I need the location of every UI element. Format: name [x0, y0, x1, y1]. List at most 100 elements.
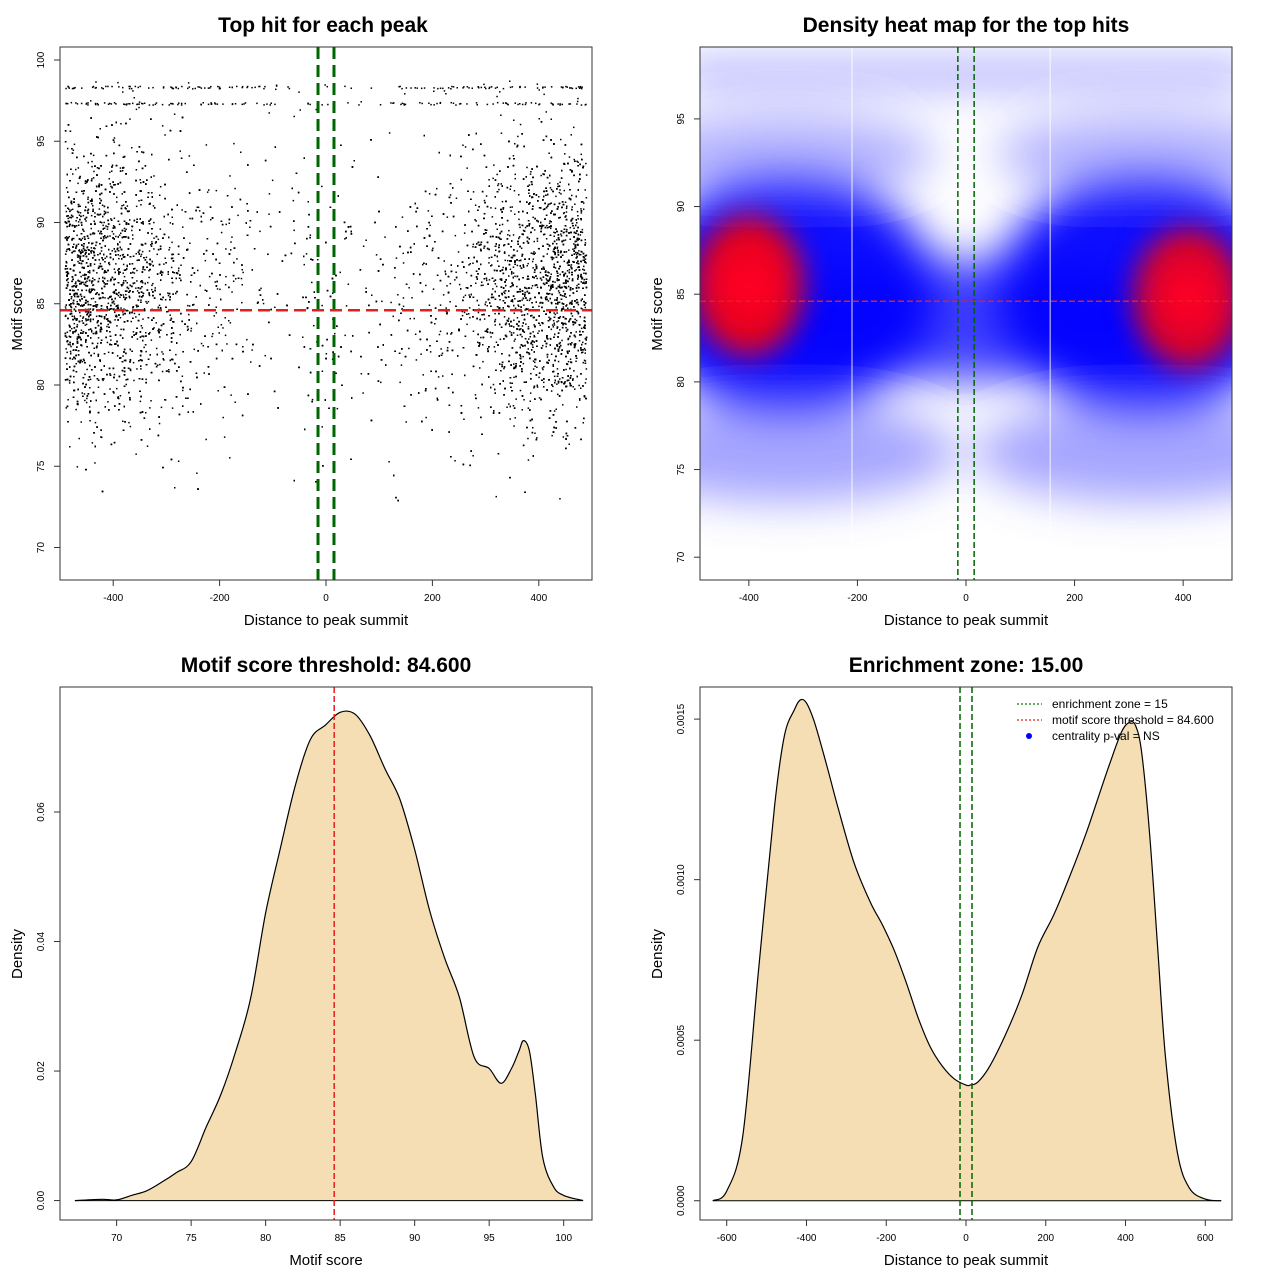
- scatter-point: [516, 264, 519, 267]
- scatter-point: [532, 258, 535, 260]
- scatter-point: [520, 247, 523, 249]
- scatter-point: [73, 294, 75, 296]
- scatter-point: [196, 472, 198, 474]
- scatter-point: [98, 259, 100, 261]
- scatter-point: [520, 328, 522, 330]
- scatter-point: [503, 367, 505, 370]
- scatter-point: [107, 211, 109, 214]
- scatter-point: [181, 375, 184, 377]
- scatter-point: [149, 407, 151, 409]
- scatter-point: [575, 331, 577, 333]
- scatter-point: [123, 359, 126, 362]
- scatter-point: [530, 287, 533, 289]
- scatter-point: [66, 147, 69, 150]
- scatter-point: [565, 215, 567, 217]
- scatter-point: [251, 349, 253, 351]
- scatter-point: [89, 288, 91, 290]
- scatter-point: [528, 184, 531, 186]
- scatter-point: [268, 193, 271, 195]
- scatter-point: [129, 369, 132, 372]
- scatter-point: [66, 239, 68, 242]
- scatter-point: [101, 204, 104, 206]
- scatter-point: [230, 241, 232, 243]
- scatter-point: [153, 327, 155, 329]
- scatter-point: [570, 220, 572, 222]
- scatter-point: [560, 235, 563, 237]
- scatter-point: [344, 334, 346, 337]
- scatter-point: [567, 285, 570, 288]
- scatter-point: [397, 294, 399, 296]
- scatter-point: [475, 220, 477, 222]
- scatter-point: [151, 232, 153, 235]
- scatter-point: [571, 194, 573, 197]
- scatter-point: [120, 284, 123, 286]
- scatter-point: [512, 234, 515, 236]
- scatter-point: [496, 260, 499, 262]
- scatter-point: [85, 318, 87, 320]
- scatter-point: [375, 254, 378, 256]
- scatter-point: [105, 225, 107, 227]
- scatter-point: [68, 335, 71, 338]
- scatter-point: [583, 272, 585, 274]
- scatter-point: [531, 344, 534, 346]
- scatter-point: [85, 289, 88, 292]
- scatter-point: [583, 359, 586, 362]
- scatter-point: [527, 348, 529, 350]
- scatter-point: [317, 258, 319, 261]
- scatter-point: [321, 185, 323, 188]
- scatter-point: [521, 255, 523, 257]
- scatter-point: [100, 250, 103, 252]
- scatter-point: [153, 237, 155, 239]
- scatter-point: [504, 292, 506, 295]
- scatter-point: [402, 252, 404, 255]
- scatter-point: [468, 294, 470, 296]
- scatter-point: [512, 266, 515, 268]
- scatter-point: [569, 319, 571, 321]
- scatter-point: [172, 253, 175, 256]
- scatter-point: [455, 271, 457, 273]
- scatter-point: [138, 200, 140, 202]
- scatter-point: [503, 244, 505, 247]
- scatter-point: [462, 144, 464, 146]
- scatter-point: [542, 224, 545, 227]
- scatter-point: [494, 207, 497, 210]
- scatter-point: [521, 299, 523, 301]
- scatter-point: [68, 208, 70, 211]
- scatter-point: [163, 263, 165, 265]
- scatter-point: [101, 436, 103, 439]
- scatter-point: [584, 239, 586, 241]
- scatter-point: [112, 233, 115, 235]
- scatter-point: [538, 330, 540, 332]
- scatter-point: [509, 206, 512, 208]
- scatter-point: [133, 282, 136, 284]
- scatter-point: [578, 340, 581, 342]
- scatter-point: [77, 337, 80, 339]
- scatter-point: [543, 233, 545, 236]
- scatter-point: [527, 262, 529, 265]
- scatter-point: [69, 329, 71, 332]
- scatter-point: [565, 296, 567, 298]
- scatter-point: [92, 332, 95, 335]
- scatter-point: [88, 329, 90, 331]
- scatter-point: [109, 183, 111, 185]
- scatter-point: [558, 284, 561, 286]
- scatter-point: [524, 226, 527, 229]
- scatter-point: [224, 334, 227, 337]
- scatter-point: [559, 273, 561, 276]
- scatter-point: [441, 352, 444, 355]
- scatter-point: [82, 250, 84, 253]
- scatter-point: [440, 348, 442, 350]
- scatter-point: [543, 381, 545, 384]
- scatter-point: [81, 361, 83, 363]
- scatter-point: [91, 288, 93, 290]
- scatter-point: [94, 421, 97, 424]
- scatter-point: [220, 231, 223, 234]
- scatter-point: [550, 302, 553, 305]
- scatter-point: [274, 306, 276, 309]
- scatter-point: [170, 332, 173, 335]
- scatter-point: [585, 262, 587, 264]
- scatter-point: [77, 260, 79, 263]
- scatter-point: [93, 263, 96, 265]
- scatter-point: [67, 278, 69, 280]
